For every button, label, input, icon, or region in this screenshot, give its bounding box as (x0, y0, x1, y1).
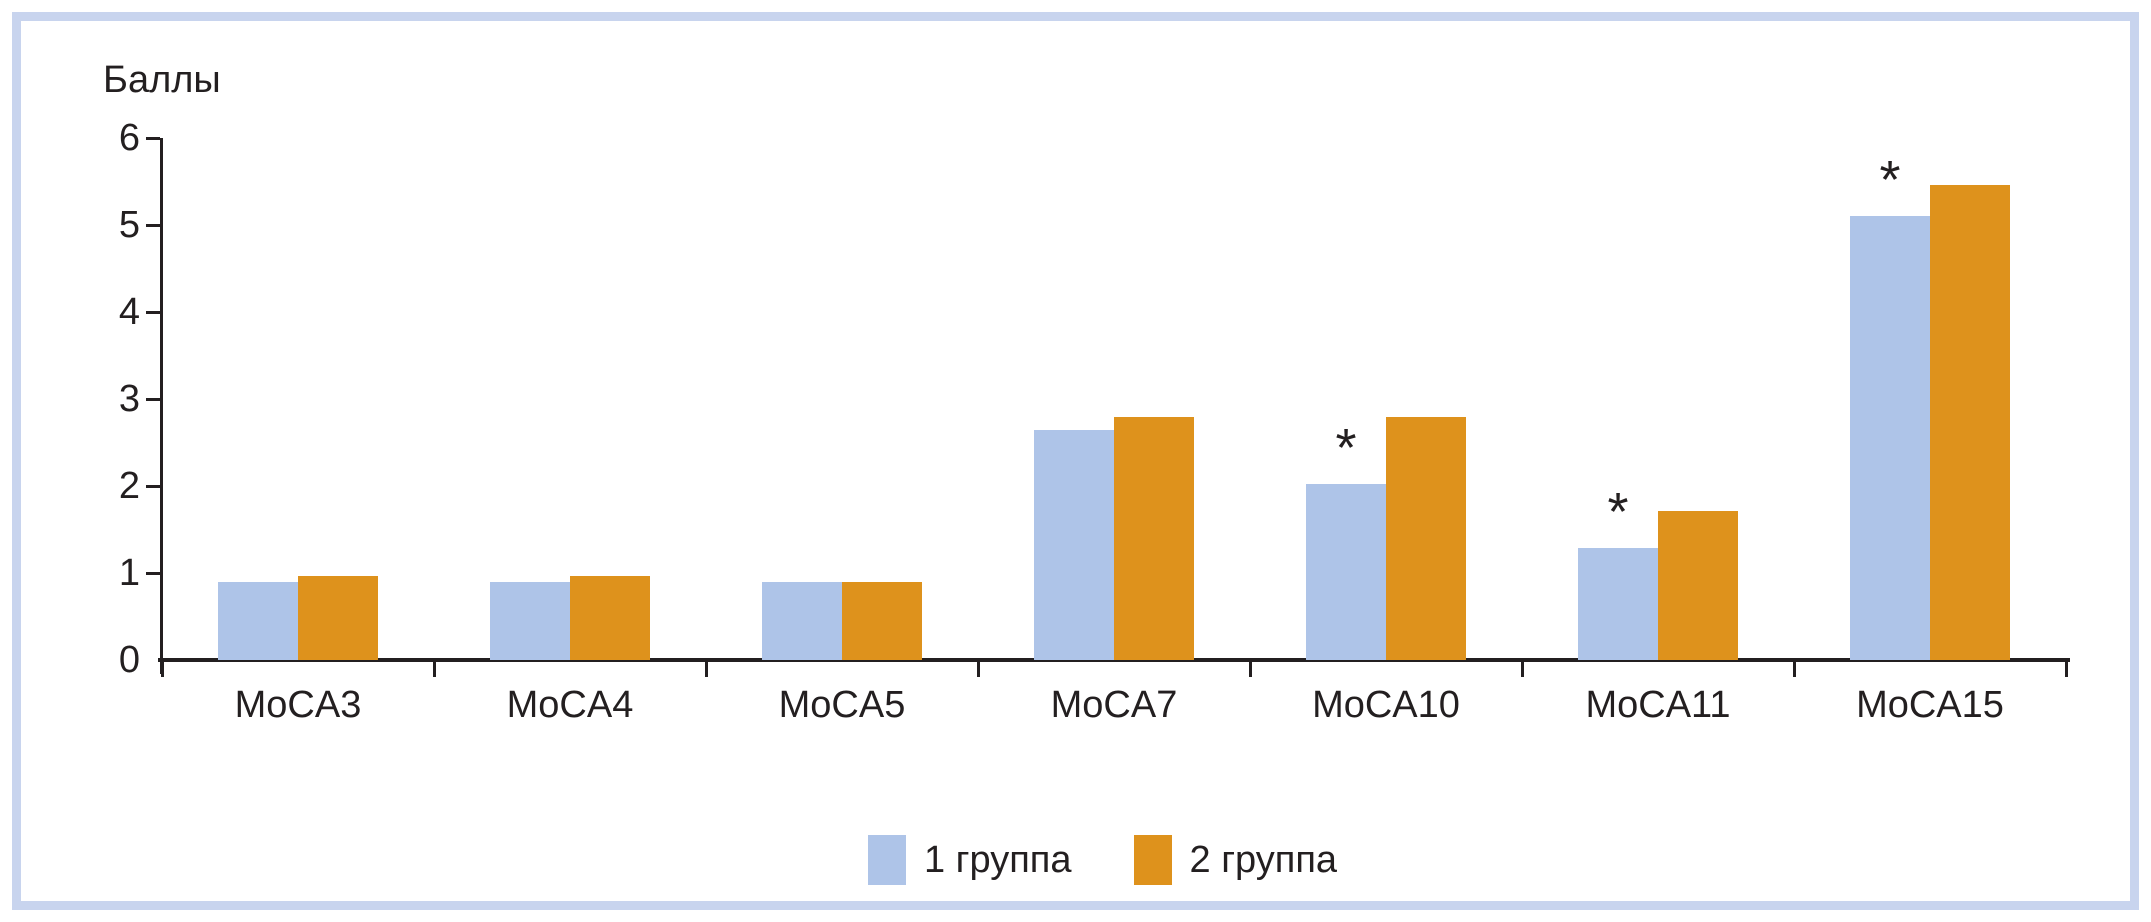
x-label-MoCA11: MoCA11 (1585, 684, 1731, 726)
y-tick (146, 137, 160, 140)
legend-label-2: 2 группа (1189, 839, 1338, 881)
y-tick-label: 6 (118, 117, 140, 159)
y-tick-label: 5 (118, 204, 140, 246)
bar-MoCA3-series1 (218, 582, 298, 660)
y-tick (146, 224, 160, 227)
y-tick-label: 3 (118, 378, 140, 420)
legend-item-2: 2 группа (1133, 835, 1338, 885)
bar-MoCA15-series1 (1850, 216, 1930, 660)
bar-MoCA7-series1 (1034, 430, 1114, 660)
x-label-MoCA4: MoCA4 (506, 684, 634, 726)
bar-MoCA3-series2 (298, 576, 378, 660)
x-tick (1521, 661, 1524, 677)
legend: 1 группа 2 группа (27, 832, 2151, 888)
bar-MoCA10-series1 (1306, 484, 1386, 660)
y-tick-label: 1 (118, 552, 140, 594)
significance-star-MoCA15: * (1879, 150, 1901, 210)
bar-MoCA7-series2 (1114, 417, 1194, 660)
y-axis-title: Баллы (103, 59, 221, 101)
bar-MoCA11-series1 (1578, 548, 1658, 660)
significance-star-MoCA10: * (1335, 418, 1357, 478)
x-label-MoCA10: MoCA10 (1312, 684, 1460, 726)
bar-MoCA11-series2 (1658, 511, 1738, 660)
x-label-MoCA15: MoCA15 (1856, 684, 2004, 726)
x-tick (161, 661, 164, 677)
legend-swatch-1 (867, 835, 906, 885)
legend-item-1: 1 группа (867, 835, 1072, 885)
bar-MoCA5-series1 (762, 582, 842, 660)
bar-MoCA5-series2 (842, 582, 922, 660)
legend-swatch-2 (1133, 835, 1172, 885)
bar-MoCA4-series1 (490, 582, 570, 660)
x-axis-line (158, 658, 2070, 662)
x-tick (433, 661, 436, 677)
significance-star-MoCA11: * (1607, 482, 1629, 542)
y-tick-label: 2 (118, 465, 140, 507)
x-tick (705, 661, 708, 677)
y-tick (146, 572, 160, 575)
bar-MoCA15-series2 (1930, 185, 2010, 660)
x-tick (1793, 661, 1796, 677)
y-tick (146, 311, 160, 314)
x-label-MoCA3: MoCA3 (234, 684, 362, 726)
figure-border (12, 12, 2139, 910)
bar-MoCA4-series2 (570, 576, 650, 660)
bar-MoCA10-series2 (1386, 417, 1466, 660)
x-tick (2065, 661, 2068, 677)
x-tick (1249, 661, 1252, 677)
x-label-MoCA5: MoCA5 (778, 684, 906, 726)
y-tick (146, 398, 160, 401)
x-tick (977, 661, 980, 677)
x-label-MoCA7: MoCA7 (1050, 684, 1178, 726)
y-tick-label: 4 (118, 291, 140, 333)
y-tick-label: 0 (118, 639, 140, 681)
legend-label-1: 1 группа (923, 839, 1072, 881)
y-axis-line (160, 138, 163, 674)
y-tick (146, 485, 160, 488)
